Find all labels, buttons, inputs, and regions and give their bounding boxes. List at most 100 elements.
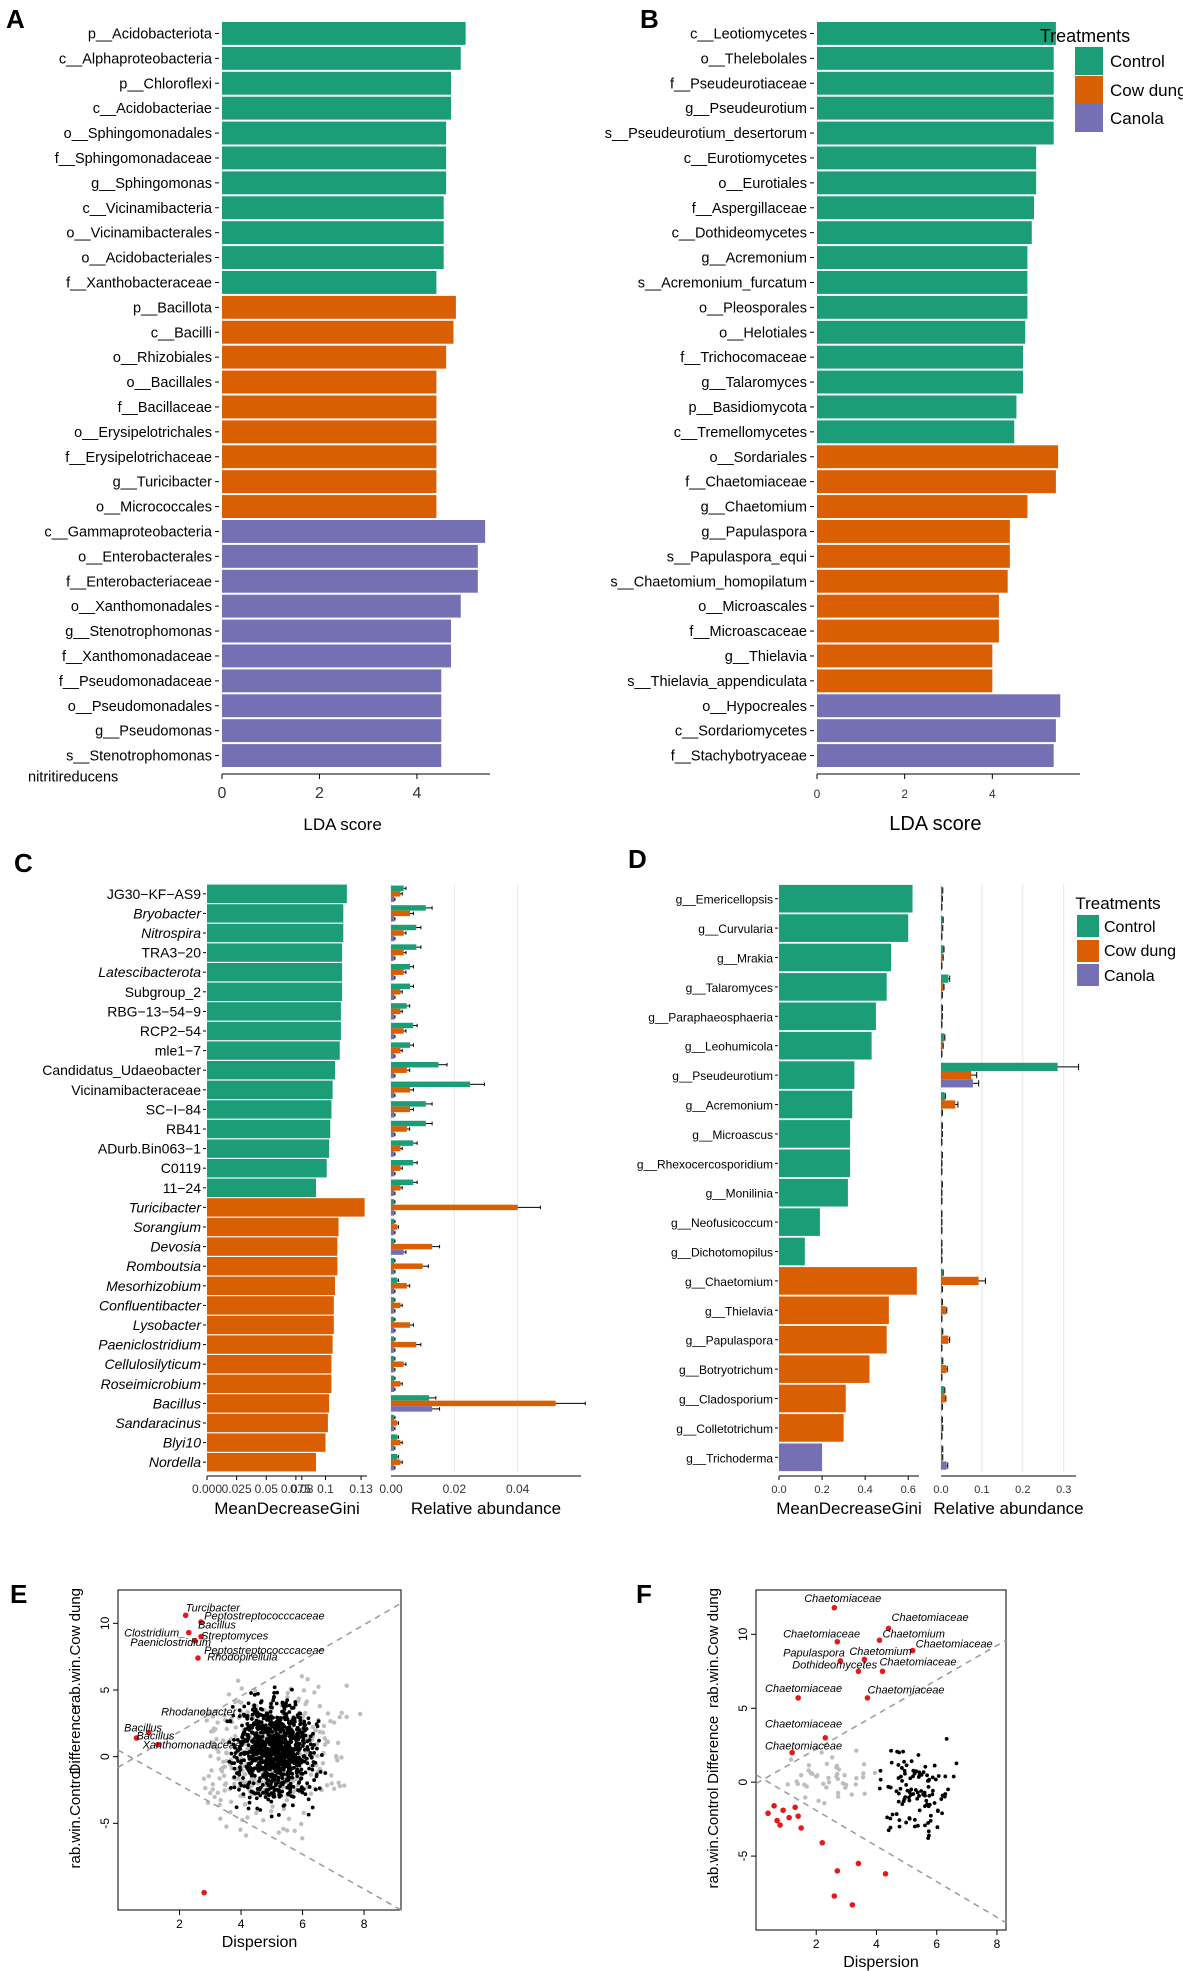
taxon-annotation: Dothideomycetes: [792, 1659, 877, 1671]
point-abundant: [284, 1703, 289, 1708]
abundance-bar-control: [941, 1062, 1058, 1071]
abundance-bar-cowdung: [941, 1364, 947, 1374]
y-axis-title-bottom: rab.win.Control: [67, 1768, 84, 1869]
point-abundant: [911, 1792, 916, 1796]
point-abundant: [237, 1708, 242, 1713]
point-non-significant: [224, 1824, 229, 1829]
point-abundant: [231, 1742, 236, 1747]
abundance-bar-canola: [391, 1347, 395, 1353]
point-significant: [185, 1629, 192, 1636]
importance-bar: [779, 1031, 872, 1060]
point-abundant: [232, 1737, 236, 1742]
importance-bar: [207, 1256, 338, 1276]
abundance-bar-control: [941, 915, 943, 924]
point-abundant: [290, 1687, 294, 1692]
point-non-significant: [228, 1799, 234, 1805]
point-non-significant: [238, 1793, 243, 1799]
abundance-x-tick-label: 0.02: [443, 1482, 467, 1496]
point-abundant: [886, 1784, 891, 1789]
point-abundant: [276, 1813, 281, 1817]
importance-bar: [207, 1041, 340, 1060]
point-abundant: [242, 1758, 246, 1763]
point-abundant: [306, 1747, 311, 1752]
point-non-significant: [836, 1767, 842, 1772]
bar: [817, 96, 1054, 120]
abundance-bar-cowdung: [391, 1322, 410, 1328]
point-significant: [849, 1902, 856, 1908]
point-abundant: [902, 1768, 907, 1773]
point-abundant: [268, 1736, 273, 1740]
point-abundant: [245, 1785, 250, 1790]
point-abundant: [283, 1742, 288, 1747]
point-abundant: [295, 1731, 300, 1736]
bar: [222, 495, 437, 519]
point-abundant: [255, 1738, 260, 1743]
point-non-significant: [208, 1754, 213, 1759]
point-non-significant: [816, 1798, 821, 1803]
point-non-significant: [854, 1748, 859, 1753]
point-abundant: [916, 1775, 921, 1779]
y-tick-label: 10: [98, 1616, 112, 1630]
point-non-significant: [224, 1726, 230, 1732]
point-abundant: [902, 1797, 907, 1802]
point-abundant: [308, 1742, 313, 1747]
point-abundant: [936, 1774, 941, 1778]
point-significant: [792, 1804, 798, 1811]
point-abundant: [239, 1743, 244, 1748]
guide-line: [755, 1774, 1007, 1924]
point-abundant: [296, 1788, 300, 1793]
point-non-significant: [228, 1809, 233, 1815]
point-abundant: [923, 1793, 927, 1798]
category-label: o__Xanthomonadales: [71, 599, 212, 615]
point-abundant: [280, 1700, 285, 1705]
bar: [222, 569, 478, 593]
point-non-significant: [339, 1755, 344, 1760]
point-abundant: [898, 1786, 903, 1791]
abundance-bar-canola: [391, 1190, 395, 1197]
x-tick-label: 6: [933, 1937, 940, 1951]
point-abundant: [269, 1814, 274, 1819]
point-non-significant: [214, 1736, 219, 1742]
point-significant: [795, 1813, 801, 1819]
point-abundant: [299, 1760, 304, 1765]
point-abundant: [249, 1717, 254, 1721]
point-abundant: [239, 1783, 244, 1788]
point-abundant: [924, 1798, 929, 1803]
point-abundant: [878, 1768, 883, 1773]
point-non-significant: [245, 1710, 250, 1715]
abundance-bar-cowdung: [391, 1302, 401, 1309]
point-abundant: [897, 1824, 902, 1829]
point-abundant: [289, 1794, 294, 1799]
point-abundant: [284, 1747, 289, 1752]
point-abundant: [282, 1715, 287, 1720]
point-non-significant: [799, 1772, 804, 1778]
abundance-bar-control: [391, 1453, 398, 1460]
point-abundant: [281, 1762, 286, 1767]
point-abundant: [236, 1759, 240, 1763]
point-non-significant: [217, 1776, 222, 1781]
category-label: s__Papulaspora_equi: [667, 549, 807, 565]
point-abundant: [261, 1744, 266, 1748]
abundance-bar-canola: [391, 1406, 433, 1412]
importance-bar: [779, 914, 909, 942]
y-axis-title-top: rab.win.Cow dung: [67, 1588, 84, 1708]
bar: [817, 669, 993, 693]
importance-bar: [207, 1354, 332, 1374]
bar: [817, 46, 1054, 70]
point-abundant: [280, 1789, 285, 1794]
point-abundant: [287, 1703, 292, 1708]
abundance-bar-control: [941, 1327, 943, 1336]
abundance-bar-canola: [391, 1249, 404, 1255]
x-tick-label: 2: [315, 785, 324, 802]
category-label: Blyi10: [163, 1435, 201, 1451]
point-abundant: [894, 1789, 899, 1794]
abundance-bar-control: [391, 963, 410, 970]
abundance-bar-canola: [391, 1268, 395, 1275]
point-non-significant: [861, 1761, 867, 1767]
point-abundant: [878, 1777, 883, 1782]
importance-x-tick-label: 0.4: [858, 1484, 873, 1496]
point-abundant: [227, 1759, 232, 1764]
point-non-significant: [308, 1772, 314, 1777]
point-significant: [882, 1871, 889, 1877]
point-abundant: [888, 1816, 893, 1821]
